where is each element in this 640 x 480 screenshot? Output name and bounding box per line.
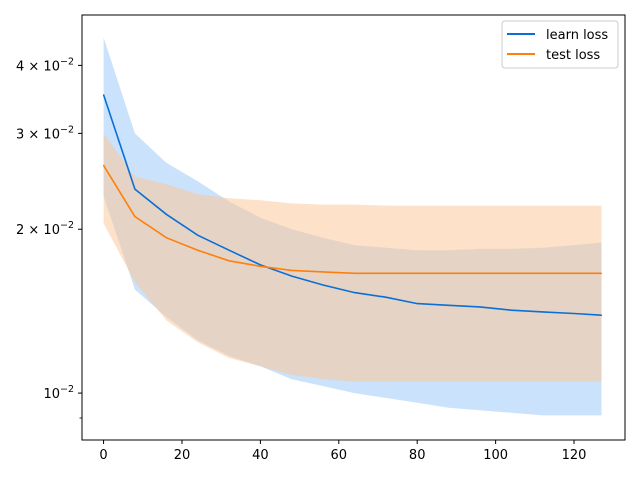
- test-loss-point: [165, 237, 167, 239]
- learn-loss-point: [259, 264, 261, 266]
- confidence-bands: [103, 37, 602, 416]
- test-loss-point: [510, 272, 512, 274]
- y-axis: 10−2 2 × 10−2 3 × 10−2 4 × 10−2: [16, 56, 82, 419]
- learn-loss-point: [573, 312, 575, 315]
- test-loss-point: [291, 269, 293, 271]
- learn-loss-point: [353, 292, 356, 294]
- test-loss-point: [134, 216, 136, 218]
- x-axis: 0 20 40 60 80 100 120: [99, 440, 586, 463]
- learn-loss-point: [165, 213, 167, 215]
- learn-loss-point: [385, 296, 387, 298]
- test-loss-point: [542, 272, 544, 274]
- learn-loss-point: [510, 309, 512, 311]
- learn-loss-point: [416, 303, 418, 305]
- y-tick-label: 4 × 10−2: [16, 56, 74, 74]
- legend: learn loss test loss: [501, 20, 619, 69]
- learn-loss-legend-label: learn loss: [546, 28, 608, 43]
- learn-loss-point: [448, 304, 450, 306]
- test-loss-point: [228, 260, 230, 262]
- learn-loss-point: [479, 306, 481, 308]
- test-loss-band: [103, 133, 602, 382]
- learn-loss-point: [322, 284, 324, 286]
- learn-loss-point: [103, 94, 105, 96]
- test-loss-point: [416, 272, 418, 274]
- test-loss-point: [353, 272, 356, 274]
- x-tick-label: 60: [331, 448, 348, 463]
- y-tick-label: 10−2: [43, 384, 74, 402]
- test-loss-legend-label: test loss: [546, 48, 600, 63]
- x-tick-label: 100: [483, 448, 508, 463]
- x-tick-label: 40: [252, 448, 269, 463]
- x-tick-label: 120: [562, 448, 587, 463]
- test-loss-point: [259, 265, 261, 267]
- x-tick-label: 20: [174, 448, 191, 463]
- learn-loss-point: [542, 311, 544, 313]
- y-tick-label: 2 × 10−2: [16, 220, 74, 238]
- test-loss-point: [600, 272, 603, 274]
- test-loss-point: [385, 272, 387, 274]
- learn-loss-point: [291, 275, 293, 277]
- learn-loss-point: [600, 314, 603, 316]
- test-loss-point: [573, 272, 575, 274]
- learn-loss-point: [197, 234, 199, 236]
- test-loss-point: [197, 249, 199, 251]
- x-tick-label: 80: [409, 448, 426, 463]
- test-loss-point: [322, 271, 324, 273]
- x-tick-label: 0: [99, 448, 107, 463]
- learn-loss-point: [228, 249, 230, 251]
- learn-loss-point: [134, 188, 136, 190]
- test-loss-point: [448, 272, 450, 274]
- legend-box: [501, 20, 619, 69]
- plot-frame: [81, 14, 626, 441]
- test-loss-point: [103, 164, 105, 166]
- test-loss-point: [479, 272, 481, 274]
- y-tick-label: 3 × 10−2: [16, 124, 74, 142]
- series-lines: [102, 94, 603, 316]
